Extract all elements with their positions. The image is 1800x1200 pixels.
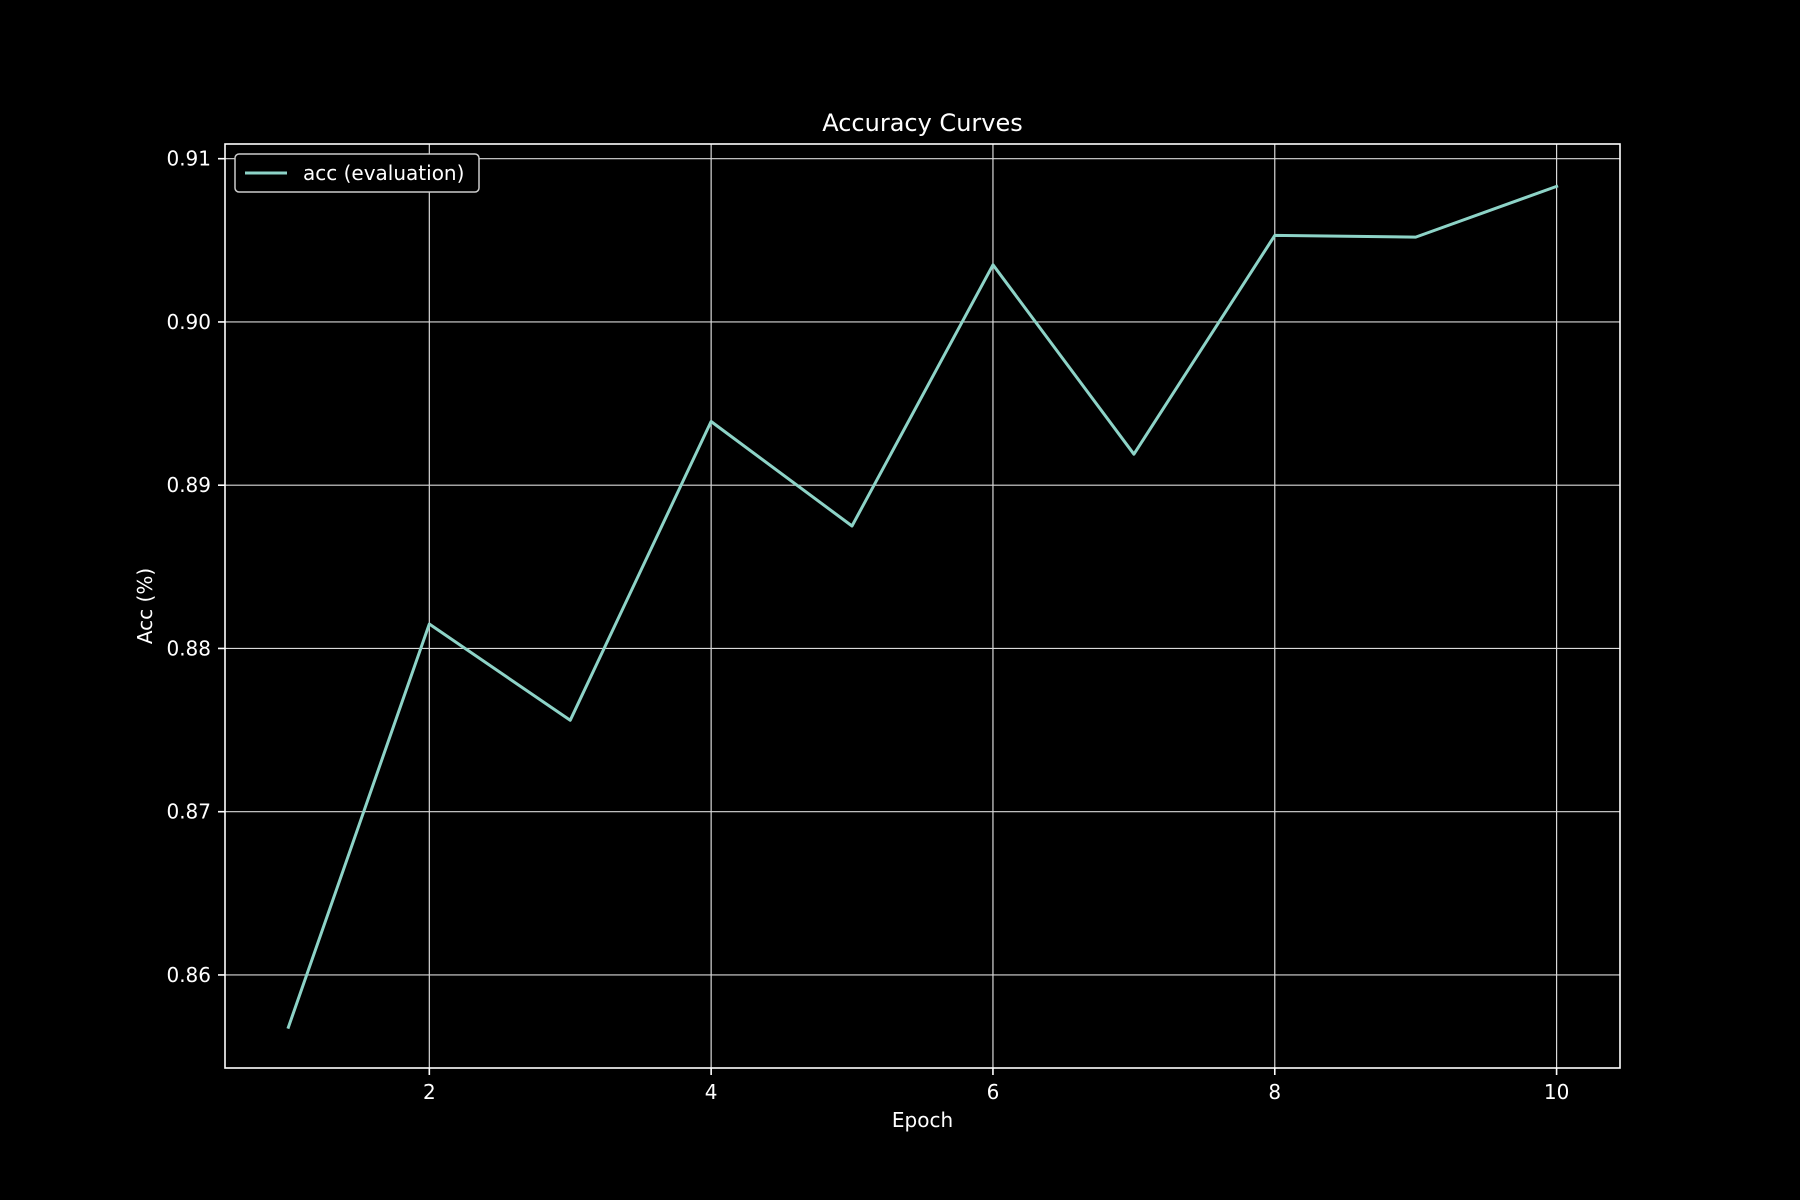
y-tick-label: 0.89 [166,473,211,497]
grid [225,144,1620,1068]
ticks: 2 4 6 8 10 0.86 0.87 0.88 0.89 0.90 0.91 [166,147,1569,1104]
chart-title: Accuracy Curves [822,109,1023,137]
series-line-acc-evaluation [286,184,1559,1030]
y-tick-label: 0.88 [166,636,211,660]
y-tick-label: 0.87 [166,800,211,824]
y-axis-label: Acc (%) [133,568,157,644]
x-tick-label: 2 [423,1080,436,1104]
y-tick-label: 0.90 [166,310,211,334]
x-axis-label: Epoch [892,1108,953,1132]
y-tick-label: 0.91 [166,147,211,171]
x-tick-label: 10 [1544,1080,1569,1104]
x-tick-label: 6 [987,1080,1000,1104]
legend: acc (evaluation) [234,153,480,193]
x-tick-label: 4 [705,1080,718,1104]
legend-label: acc (evaluation) [303,161,464,185]
x-tick-label: 8 [1268,1080,1281,1104]
series-layer [286,184,1559,1030]
y-tick-label: 0.86 [166,963,211,987]
legend-box [234,153,480,193]
plot-frame [224,143,1621,1069]
